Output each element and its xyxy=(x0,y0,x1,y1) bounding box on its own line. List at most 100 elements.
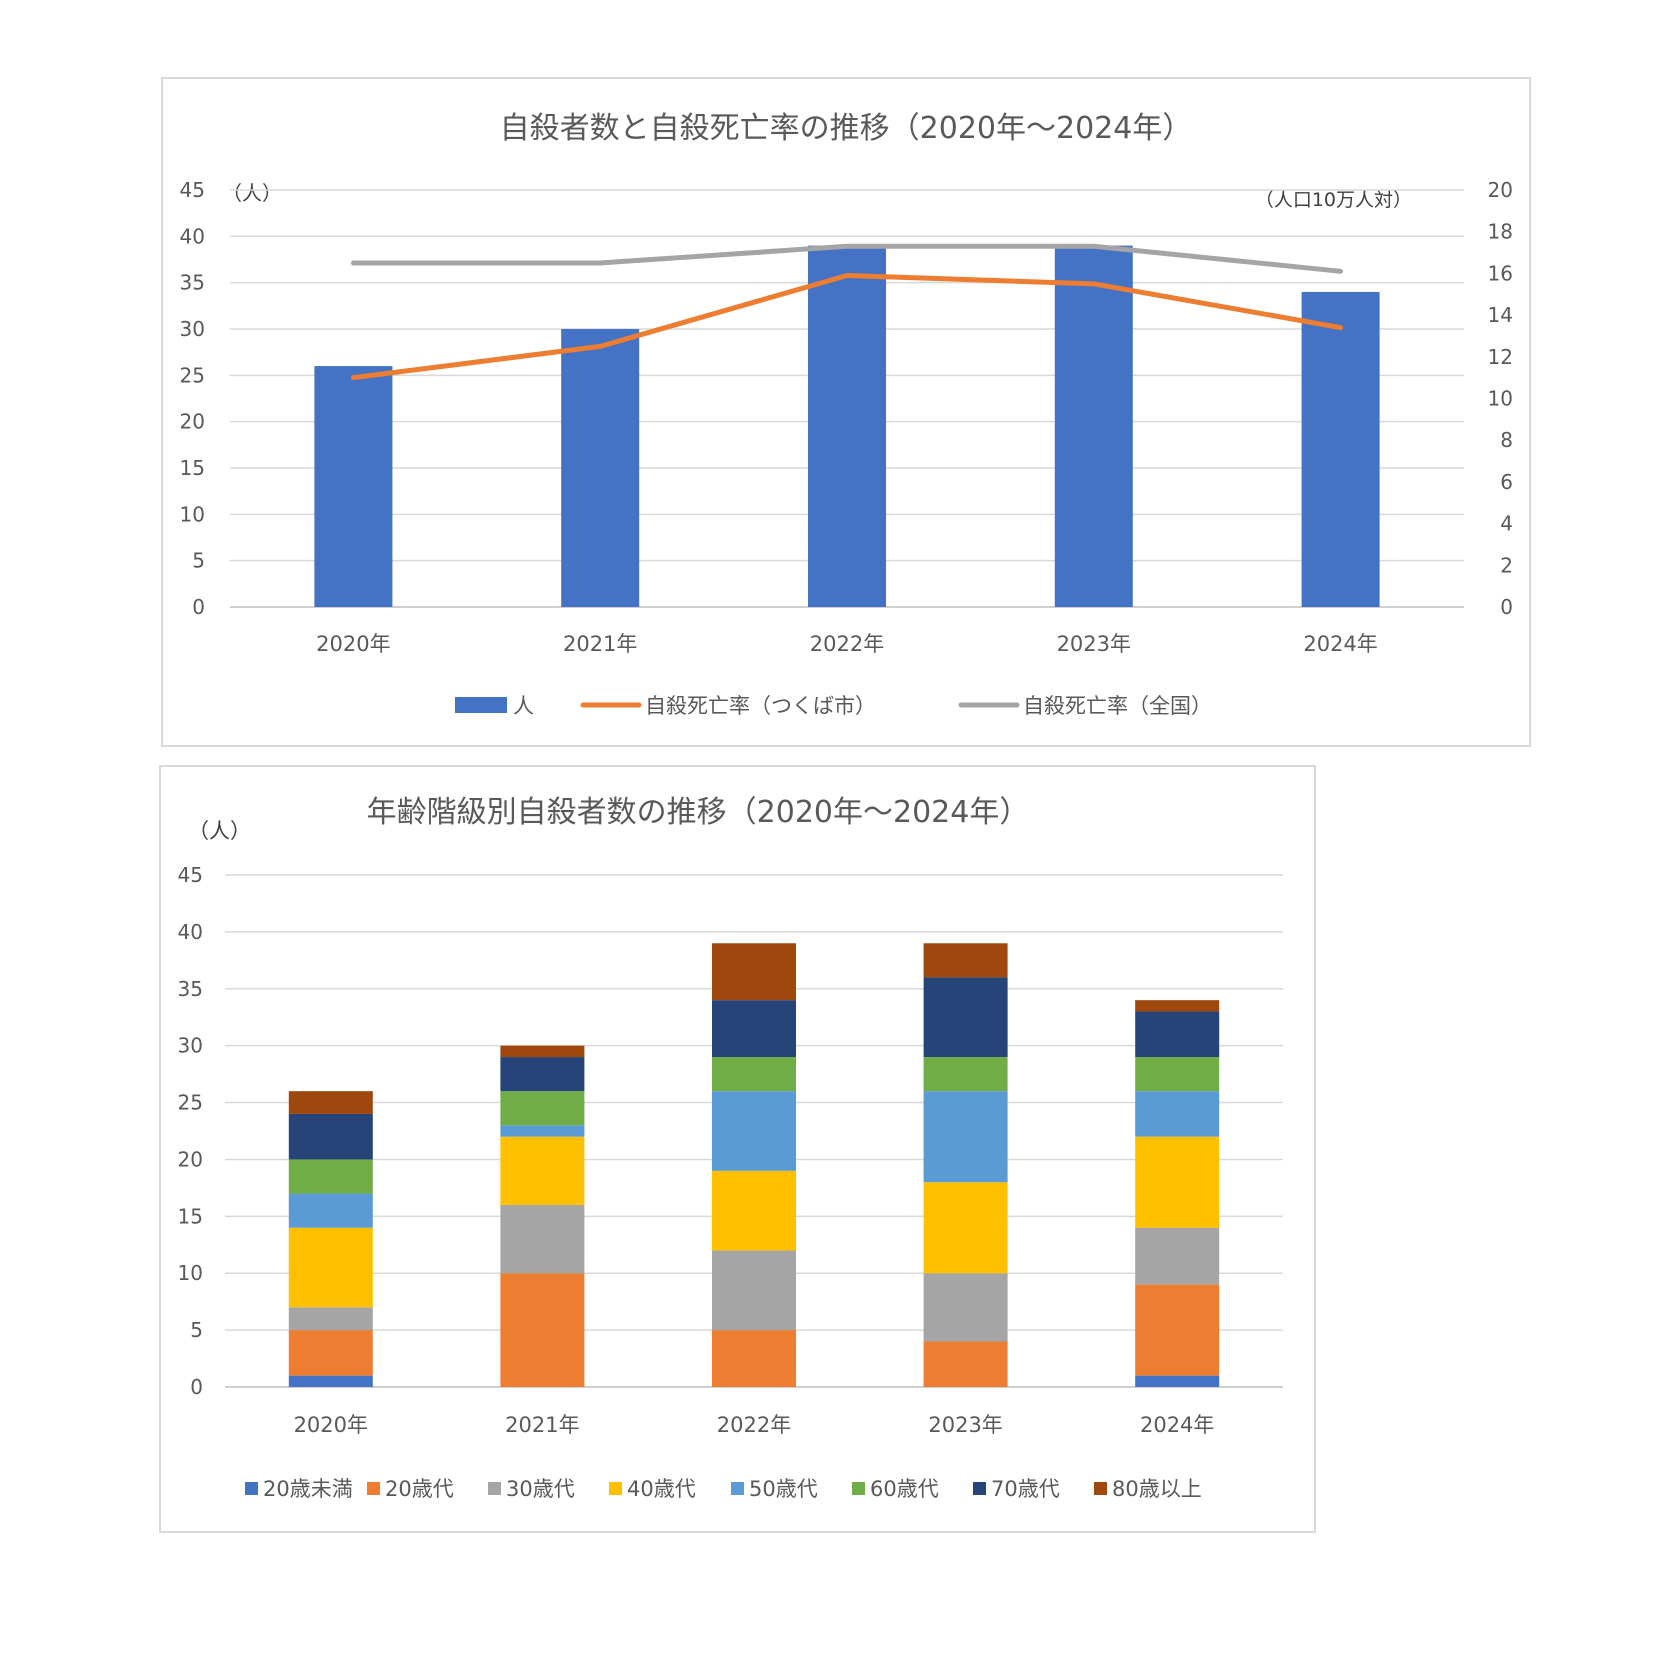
stacked-bar-segment xyxy=(1135,1136,1220,1228)
stacked-bar-segment xyxy=(1135,1000,1220,1012)
legend-label: 50歳代 xyxy=(749,1477,818,1501)
stacked-bar-segment xyxy=(500,1045,585,1058)
stacked-bar-segment xyxy=(923,943,1008,978)
y-tick-label-left: 35 xyxy=(180,271,205,295)
x-tick-label: 2023年 xyxy=(928,1413,1002,1437)
stacked-bar-segment xyxy=(712,1091,796,1171)
stacked-bar-segment xyxy=(500,1125,585,1137)
legend: 人 自殺死亡率（つくば市） 自殺死亡率（全国） xyxy=(455,694,1212,718)
y-tick-label-right: 8 xyxy=(1500,428,1513,452)
stacked-bar-segment xyxy=(288,1307,373,1331)
stacked-bar-segment xyxy=(1135,1284,1220,1376)
bar xyxy=(1054,245,1133,607)
y-tick-label-left: 5 xyxy=(192,549,205,573)
bar xyxy=(561,329,640,607)
stacked-bar-segment xyxy=(288,1113,373,1160)
y-tick-label-right: 14 xyxy=(1488,303,1513,327)
y-tick-label: 20 xyxy=(178,1147,203,1171)
y-tick-label: 0 xyxy=(190,1375,203,1399)
legend-label: 30歳代 xyxy=(506,1477,575,1501)
combo-chart: 自殺者数と自殺死亡率の推移（2020年～2024年） （人） （人口10万人対）… xyxy=(161,77,1531,747)
stacked-bar-segment xyxy=(1135,1375,1220,1387)
legend-swatch xyxy=(1094,1482,1107,1495)
stacked-bar-segment xyxy=(288,1091,373,1114)
y-axis-unit: （人） xyxy=(188,819,251,843)
stacked-bar-segment xyxy=(712,1057,796,1092)
bar xyxy=(314,366,393,607)
stacked-bar-segment xyxy=(712,943,796,1001)
y-tick-label-left: 30 xyxy=(180,317,205,341)
stacked-bar-segment xyxy=(712,1000,796,1058)
y-tick-label: 30 xyxy=(178,1034,203,1058)
legend-label: 自殺死亡率（全国） xyxy=(1023,694,1212,718)
bar xyxy=(808,245,886,607)
stacked-bar-segment xyxy=(500,1204,585,1274)
x-tick-label: 2023年 xyxy=(1057,632,1131,656)
y-tick-label-right: 18 xyxy=(1488,220,1513,244)
left-axis-unit: （人） xyxy=(222,181,282,205)
y-tick-label-left: 20 xyxy=(180,410,205,434)
legend-swatch xyxy=(731,1482,744,1495)
legend-label: 70歳代 xyxy=(991,1477,1060,1501)
x-tick-label: 2020年 xyxy=(294,1413,368,1437)
y-tick-label-right: 2 xyxy=(1500,553,1513,577)
chart-title: 年齢階級別自殺者数の推移（2020年～2024年） xyxy=(367,795,1030,830)
legend-swatch xyxy=(973,1482,986,1495)
x-tick-label: 2021年 xyxy=(563,632,637,656)
y-tick-label-left: 15 xyxy=(180,456,205,480)
stacked-bar-segment xyxy=(1135,1011,1220,1058)
stacked-bar-chart: 年齢階級別自殺者数の推移（2020年～2024年） （人） 0 5 10 15 20 25… xyxy=(159,765,1316,1533)
legend-swatch xyxy=(245,1482,258,1495)
x-tick-label: 2022年 xyxy=(717,1413,791,1437)
x-tick-label: 2022年 xyxy=(810,632,884,656)
stacked-bar-segment xyxy=(712,1250,796,1331)
legend-label: 自殺死亡率（つくば市） xyxy=(645,694,876,718)
y-tick-label-right: 0 xyxy=(1500,595,1513,619)
y-tick-label-right: 10 xyxy=(1488,387,1513,411)
stacked-bar-segment xyxy=(712,1330,796,1387)
stacked-bar-segment xyxy=(288,1193,373,1228)
y-tick-label-right: 12 xyxy=(1488,345,1513,369)
stacked-bar-segment xyxy=(288,1375,373,1387)
x-tick-label: 2021年 xyxy=(505,1413,579,1437)
stacked-bar-segment xyxy=(500,1091,585,1126)
bar xyxy=(1301,291,1380,607)
stacked-bar-segment xyxy=(1135,1091,1220,1137)
right-axis-unit: （人口10万人対） xyxy=(1255,189,1412,211)
y-tick-label-left: 45 xyxy=(180,178,205,202)
y-tick-label: 35 xyxy=(178,977,203,1001)
stacked-bar-segment xyxy=(923,1273,1008,1342)
stacked-bar-segment xyxy=(712,1170,796,1251)
y-tick-label: 45 xyxy=(178,863,203,887)
x-tick-label: 2024年 xyxy=(1303,632,1377,656)
legend-label: 人 xyxy=(513,694,534,718)
legend-swatch xyxy=(609,1482,622,1495)
legend-label: 20歳未満 xyxy=(263,1477,353,1501)
legend-swatch-bar xyxy=(455,697,507,713)
legend-label: 80歳以上 xyxy=(1112,1477,1202,1501)
legend-label: 40歳代 xyxy=(627,1477,696,1501)
y-tick-label: 40 xyxy=(178,920,203,944)
y-tick-label-left: 0 xyxy=(192,595,205,619)
stacked-bar-segment xyxy=(288,1227,373,1308)
y-tick-label: 10 xyxy=(178,1261,203,1285)
legend-swatch xyxy=(852,1482,865,1495)
legend-swatch xyxy=(367,1482,380,1495)
legend-label: 20歳代 xyxy=(385,1477,454,1501)
y-tick-label-left: 10 xyxy=(180,502,205,526)
stacked-bar-segment xyxy=(288,1330,373,1376)
y-tick-label-right: 20 xyxy=(1488,178,1513,202)
y-tick-label-right: 16 xyxy=(1488,261,1513,285)
stacked-bar-segment xyxy=(923,1341,1008,1387)
y-tick-label: 25 xyxy=(178,1091,203,1115)
stacked-bar-segment xyxy=(500,1136,585,1205)
chart-title: 自殺者数と自殺死亡率の推移（2020年～2024年） xyxy=(500,111,1193,146)
y-tick-label-right: 6 xyxy=(1500,470,1513,494)
stacked-bar-segment xyxy=(500,1057,585,1092)
stacked-bar-segment xyxy=(923,1182,1008,1274)
stacked-bar-segment xyxy=(1135,1057,1220,1092)
series-line xyxy=(350,272,1344,381)
stacked-bar-segment xyxy=(923,977,1008,1058)
y-tick-label-right: 4 xyxy=(1500,512,1513,536)
legend-label: 60歳代 xyxy=(870,1477,939,1501)
